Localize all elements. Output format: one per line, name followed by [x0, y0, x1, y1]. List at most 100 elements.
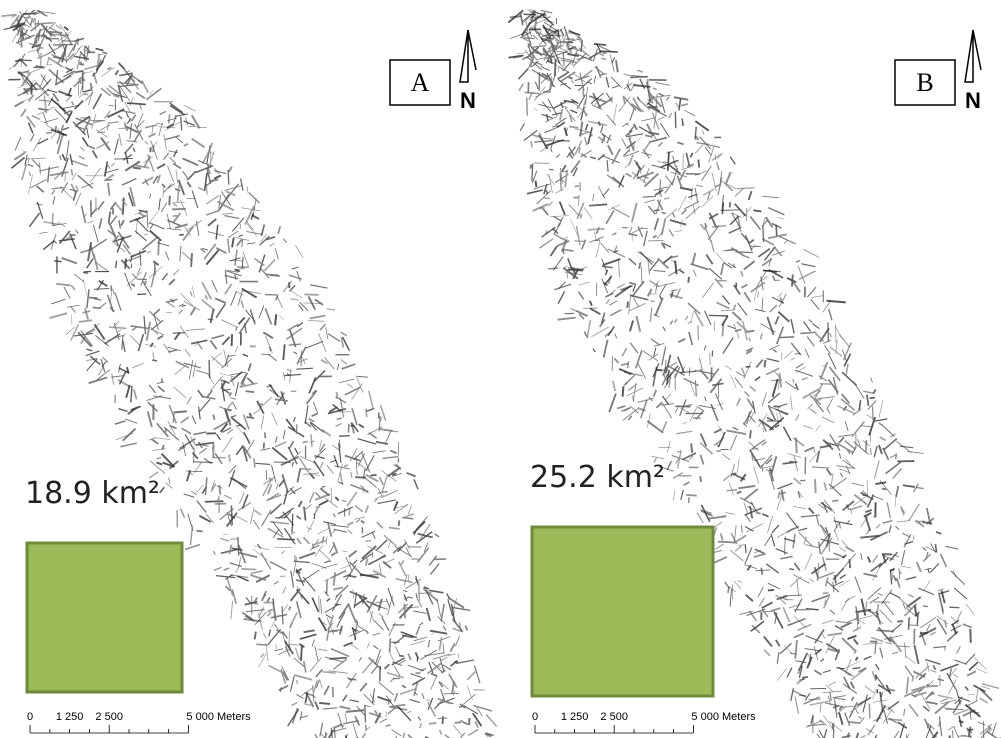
- parcel-edge: [766, 217, 773, 227]
- parcel-edge: [852, 668, 860, 669]
- north-arrow: [460, 30, 476, 82]
- parcel-edge: [727, 326, 735, 329]
- parcel-edge: [902, 566, 911, 568]
- scale-label: 5 000 Meters: [691, 711, 756, 723]
- parcel-edge: [762, 196, 779, 198]
- parcel-edge: [54, 261, 62, 262]
- parcel-edge: [333, 514, 335, 517]
- parcel-edge: [296, 648, 300, 660]
- parcel-edge: [150, 194, 151, 199]
- parcel-edge: [624, 97, 625, 105]
- parcel-edge: [780, 337, 794, 338]
- parcel-edge: [684, 110, 695, 116]
- parcel-edge: [627, 302, 628, 308]
- parcel-edge: [785, 381, 796, 388]
- parcel-edge: [549, 169, 554, 170]
- parcel-edge: [701, 196, 713, 207]
- parcel-edge: [536, 57, 548, 60]
- parcel-edge: [26, 158, 46, 159]
- parcel-edge: [399, 520, 400, 526]
- parcel-edge: [809, 508, 814, 514]
- parcel-edge: [784, 539, 795, 542]
- parcel-edge: [824, 345, 830, 354]
- parcel-edge: [112, 373, 114, 384]
- parcel-edge: [174, 387, 186, 398]
- parcel-edge: [422, 693, 424, 699]
- parcel-edge: [571, 308, 587, 316]
- parcel-edge: [304, 505, 311, 511]
- parcel-edge: [441, 604, 444, 622]
- parcel-edge: [324, 686, 329, 695]
- parcel-edge: [663, 421, 667, 430]
- parcel-edge: [296, 368, 313, 369]
- parcel-edge: [325, 732, 326, 738]
- parcel-edge: [882, 489, 886, 490]
- parcel-edge: [300, 302, 308, 310]
- parcel-edge: [926, 624, 930, 632]
- parcel-edge: [609, 394, 616, 413]
- parcel-edge: [874, 446, 877, 457]
- parcel-edge: [853, 733, 859, 738]
- parcel-edge: [867, 415, 873, 419]
- parcel-edge: [183, 171, 188, 178]
- parcel-edge: [315, 646, 318, 661]
- parcel-edge: [712, 173, 716, 191]
- parcel-edge: [725, 183, 733, 191]
- parcel-edge: [142, 80, 148, 92]
- parcel-edge: [731, 464, 735, 478]
- parcel-edge: [938, 679, 944, 681]
- parcel-edge: [173, 202, 185, 203]
- parcel-edge: [584, 208, 592, 219]
- parcel-edge: [312, 640, 314, 647]
- parcel-edge: [876, 524, 880, 528]
- parcel-edge: [938, 589, 943, 591]
- parcel-edge: [706, 255, 712, 265]
- parcel-edge: [737, 459, 740, 475]
- parcel-edge: [851, 682, 854, 689]
- parcel-edge: [784, 240, 788, 244]
- parcel-edge: [109, 105, 114, 106]
- parcel-edge: [191, 253, 192, 267]
- parcel-edge: [416, 626, 420, 635]
- parcel-edge: [615, 334, 617, 339]
- parcel-edge: [278, 226, 280, 233]
- parcel-edge: [725, 582, 730, 589]
- parcel-edge: [174, 411, 187, 412]
- parcel-edge: [697, 513, 703, 523]
- parcel-edge: [186, 471, 203, 472]
- parcel-edge: [208, 232, 224, 236]
- parcel-edge: [337, 612, 345, 627]
- parcel-edge: [967, 671, 976, 675]
- parcel-edge: [320, 599, 321, 614]
- parcel-edge: [169, 114, 170, 123]
- parcel-edge: [756, 360, 763, 368]
- parcel-edge: [413, 521, 425, 533]
- parcel-edge: [731, 550, 744, 561]
- parcel-edge: [132, 115, 136, 121]
- parcel-edge: [337, 418, 342, 420]
- parcel-edge: [312, 540, 326, 545]
- parcel-edge: [64, 27, 68, 31]
- parcel-edge: [276, 644, 277, 649]
- parcel-edge: [830, 692, 831, 701]
- parcel-edge: [908, 617, 909, 629]
- parcel-edge: [197, 501, 206, 513]
- parcel-edge: [168, 477, 170, 484]
- parcel-edge: [91, 83, 92, 91]
- parcel-edge: [730, 589, 731, 607]
- parcel-edge: [331, 525, 349, 527]
- parcel-edge: [577, 226, 581, 245]
- parcel-edge: [36, 186, 43, 192]
- parcel-edge: [737, 188, 755, 189]
- parcel-edge: [131, 251, 146, 257]
- parcel-edge: [32, 159, 39, 167]
- parcel-edge: [229, 454, 230, 461]
- north-label: N: [460, 88, 476, 113]
- parcel-edge: [261, 654, 264, 658]
- parcel-edge: [758, 292, 759, 298]
- parcel-edge: [263, 633, 266, 638]
- parcel-edge: [734, 285, 740, 295]
- parcel-edge: [372, 451, 385, 453]
- parcel-edge: [608, 249, 625, 257]
- parcel-edge: [125, 123, 128, 131]
